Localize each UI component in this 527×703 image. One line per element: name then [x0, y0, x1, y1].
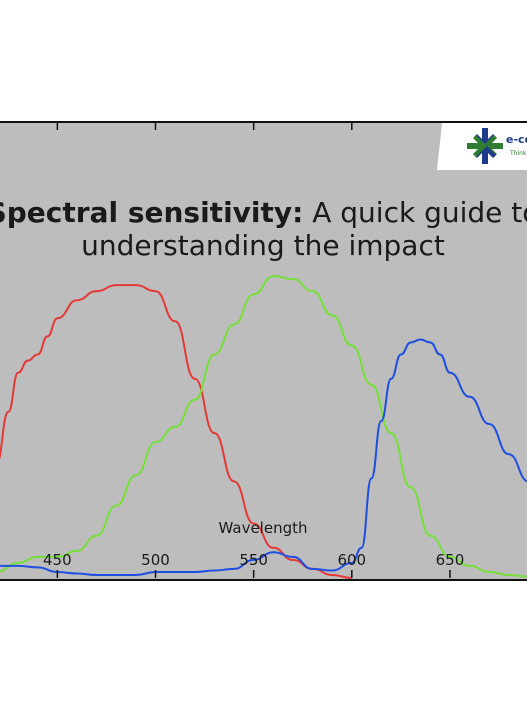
logo-arrow-4	[467, 135, 487, 157]
series-layer	[0, 275, 527, 579]
series-line-1	[0, 284, 352, 579]
logo-arrow-3	[474, 144, 496, 164]
plot-background	[0, 122, 527, 580]
chart-title-line2: understanding the impact	[81, 229, 445, 262]
tick-label-500: 500	[141, 551, 170, 569]
plot-border	[0, 121, 527, 581]
x-axis-label: Wavelength	[219, 519, 308, 537]
logo-tagline: Think	[509, 150, 527, 157]
tick-label-450: 450	[43, 551, 72, 569]
tick-label-650: 650	[436, 551, 465, 569]
x-tick-labels: 450500550600650700	[43, 551, 465, 569]
logo-arrow-2	[483, 135, 503, 157]
series-line-3	[0, 338, 527, 576]
title-rest-part: A quick guide to	[303, 196, 527, 229]
logo: e-co Think	[437, 123, 527, 170]
bottom-tick-marks	[56, 570, 451, 578]
chart-title-line1: Spectral sensitivity: A quick guide to	[0, 196, 527, 229]
logo-mark-icon	[467, 128, 503, 164]
title-bold-part: Spectral sensitivity:	[0, 196, 303, 229]
tick-label-600: 600	[337, 551, 366, 569]
tick-label-550: 550	[239, 551, 268, 569]
series-line-2	[0, 275, 527, 578]
logo-text: e-co	[506, 133, 527, 146]
logo-arrow-1	[474, 128, 496, 148]
